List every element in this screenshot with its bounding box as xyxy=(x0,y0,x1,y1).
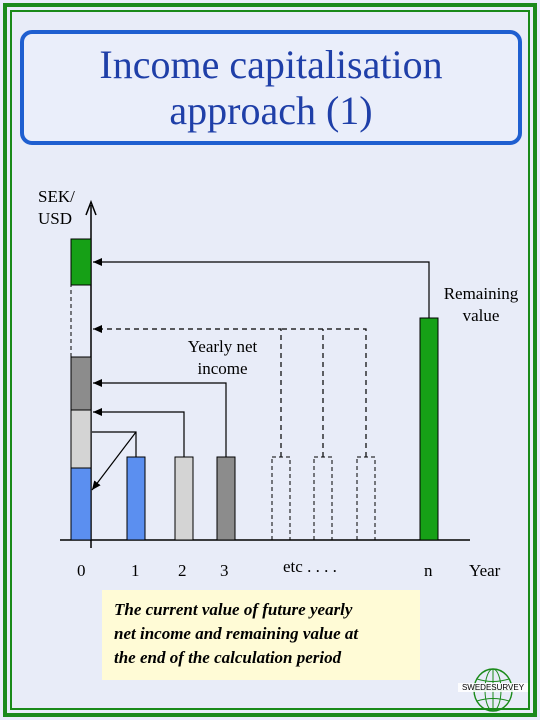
y-axis-arrowhead xyxy=(85,199,97,216)
yearly-net-income-label: Yearly net income xyxy=(170,336,275,380)
remaining-value-label-line-2: value xyxy=(462,306,500,325)
arrow-year-3-to-0 xyxy=(93,379,227,457)
x-tick-0: 0 xyxy=(77,561,86,580)
bar-year-n xyxy=(419,317,439,541)
arrow-future-income-to-0 xyxy=(93,325,282,457)
inner-frame xyxy=(10,10,530,710)
bar-0-year1-segment xyxy=(70,467,92,541)
x-tick-1: 1 xyxy=(131,561,140,580)
bar-0-year2-segment xyxy=(70,409,92,469)
logo-text: SWEDESURVEY xyxy=(458,683,528,692)
bar-future-a xyxy=(271,456,291,541)
x-tick-n: n xyxy=(424,561,433,580)
title-line-1: Income capitalisation xyxy=(99,41,443,87)
bar-0-remaining-value-segment xyxy=(70,238,92,286)
remaining-value-label-line-1: Remaining xyxy=(443,284,519,303)
note-box: The current value of future yearly net i… xyxy=(102,590,420,680)
arrow-line-year-1 xyxy=(92,431,137,457)
yearly-net-income-label-line-1: Yearly net xyxy=(187,337,258,356)
outer-frame xyxy=(3,3,537,717)
remaining-value-label: Remaining value xyxy=(436,283,526,327)
y-axis-label: SEK/ USD xyxy=(38,186,75,230)
slide-title: Income capitalisation approach (1) xyxy=(99,42,442,134)
bar-0-future-income-segment xyxy=(70,284,92,358)
x-tick-etc: etc . . . . xyxy=(283,557,337,576)
bar-future-c xyxy=(356,456,376,541)
yearly-net-income-label-line-2: income xyxy=(197,359,248,378)
bar-year-2 xyxy=(174,456,194,541)
dashed-connector-c xyxy=(281,328,367,457)
title-box: Income capitalisation approach (1) xyxy=(20,30,522,145)
note-line-1: The current value of future yearly xyxy=(114,600,353,619)
arrow-year-1-to-0 xyxy=(91,431,137,491)
bar-year-1 xyxy=(126,456,146,541)
x-tick-2: 2 xyxy=(178,561,187,580)
note-line-3: the end of the calculation period xyxy=(114,648,342,667)
bar-year-3 xyxy=(216,456,236,541)
swedesurvey-logo: SWEDESURVEY xyxy=(458,666,528,714)
arrow-remaining-value-to-0 xyxy=(93,258,430,318)
title-line-2: approach (1) xyxy=(169,87,373,133)
note-line-2: net income and remaining value at xyxy=(114,624,359,643)
bar-future-b xyxy=(313,456,333,541)
y-axis-label-line-1: SEK/ xyxy=(38,187,75,206)
x-axis-label: Year xyxy=(469,561,501,580)
x-tick-3: 3 xyxy=(220,561,229,580)
arrow-year-2-to-0 xyxy=(93,408,185,457)
bar-0-year3-segment xyxy=(70,356,92,411)
y-axis-label-line-2: USD xyxy=(38,209,73,228)
